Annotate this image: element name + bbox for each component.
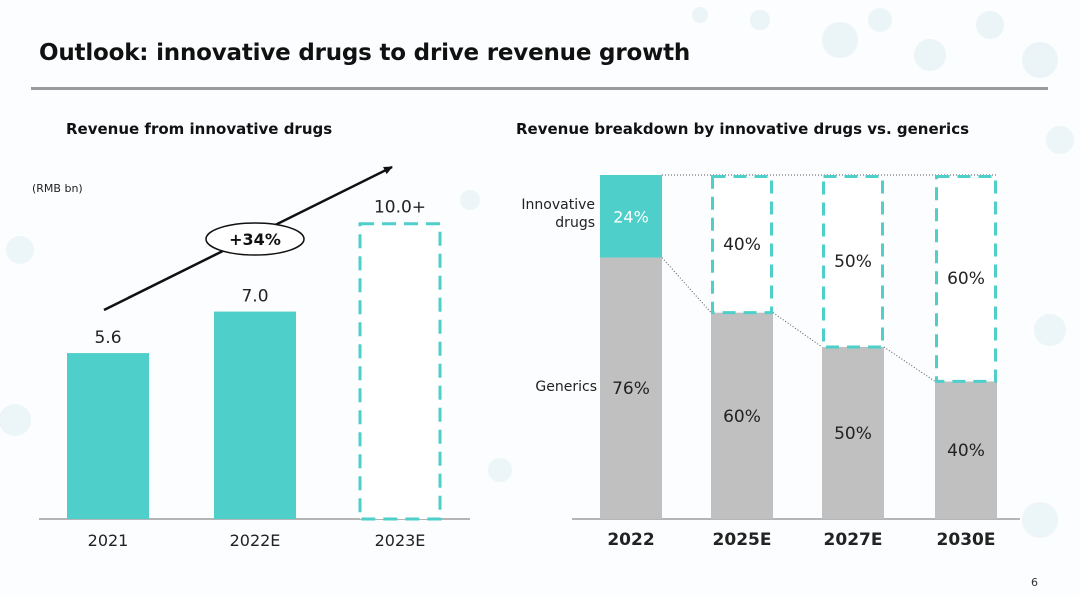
title-divider [31, 87, 1048, 90]
generics-bar-2027E [822, 347, 884, 519]
left-chart: 5.6 2021 7.0 2022E 10.0+ 2023E +34% [39, 165, 470, 550]
value-label-2022E: 7.0 [241, 287, 268, 307]
x-tick-2030E: 2030E [937, 530, 996, 550]
innovative-bar-2027E [822, 175, 884, 349]
x-tick-2023E: 2023E [375, 531, 426, 550]
innovative-value-2027E: 50% [834, 252, 872, 272]
innovative-value-2022: 24% [613, 207, 649, 226]
growth-annotation: +34% [229, 230, 281, 249]
split-connector-line [661, 257, 712, 313]
split-connector-line [772, 312, 823, 348]
bar-2021 [67, 353, 149, 519]
value-label-2021: 5.6 [94, 328, 121, 348]
innovative-bar-2030E [935, 175, 997, 383]
generics-bar-2025E [711, 312, 773, 519]
bar-2022E [214, 311, 296, 519]
growth-badge [205, 222, 305, 256]
x-tick-2025E: 2025E [713, 530, 772, 550]
slide-title: Outlook: innovative drugs to drive reven… [39, 40, 691, 66]
bar-2023E [358, 222, 442, 521]
generics-value-2022: 76% [612, 379, 650, 399]
left-chart-title: Revenue from innovative drugs [66, 120, 333, 138]
generics-value-2025E: 60% [723, 407, 761, 427]
generics-value-2027E: 50% [834, 424, 872, 444]
value-label-2023E: 10.0+ [374, 198, 426, 218]
innovative-bar-2022 [600, 175, 662, 258]
unit-label: (RMB bn) [32, 182, 83, 195]
generics-bar-2030E [935, 381, 997, 519]
generics-series-label: Generics [535, 379, 597, 395]
split-connector-line [883, 346, 936, 382]
right-chart-title: Revenue breakdown by innovative drugs vs… [516, 120, 970, 138]
x-tick-2021: 2021 [88, 531, 129, 550]
innovative-series-label-line2: drugs [555, 215, 595, 231]
generics-value-2030E: 40% [947, 441, 985, 461]
x-tick-2022: 2022 [607, 530, 654, 550]
x-tick-2022E: 2022E [230, 531, 281, 550]
generics-bar-2022 [600, 257, 662, 519]
innovative-value-2030E: 60% [947, 269, 985, 289]
x-tick-2027E: 2027E [824, 530, 883, 550]
right-chart: 24% 76% 2022 40% 60% 2025E 50% 50% 2027E 60% 40% 20… [521, 174, 1020, 550]
innovative-bar-2025E [711, 175, 773, 315]
page-number: 6 [1031, 576, 1038, 589]
innovative-series-label-line1: Innovative [521, 197, 595, 213]
innovative-value-2025E: 40% [723, 235, 761, 255]
